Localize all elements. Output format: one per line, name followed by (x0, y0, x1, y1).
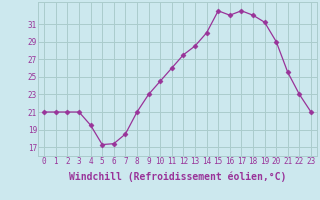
X-axis label: Windchill (Refroidissement éolien,°C): Windchill (Refroidissement éolien,°C) (69, 172, 286, 182)
